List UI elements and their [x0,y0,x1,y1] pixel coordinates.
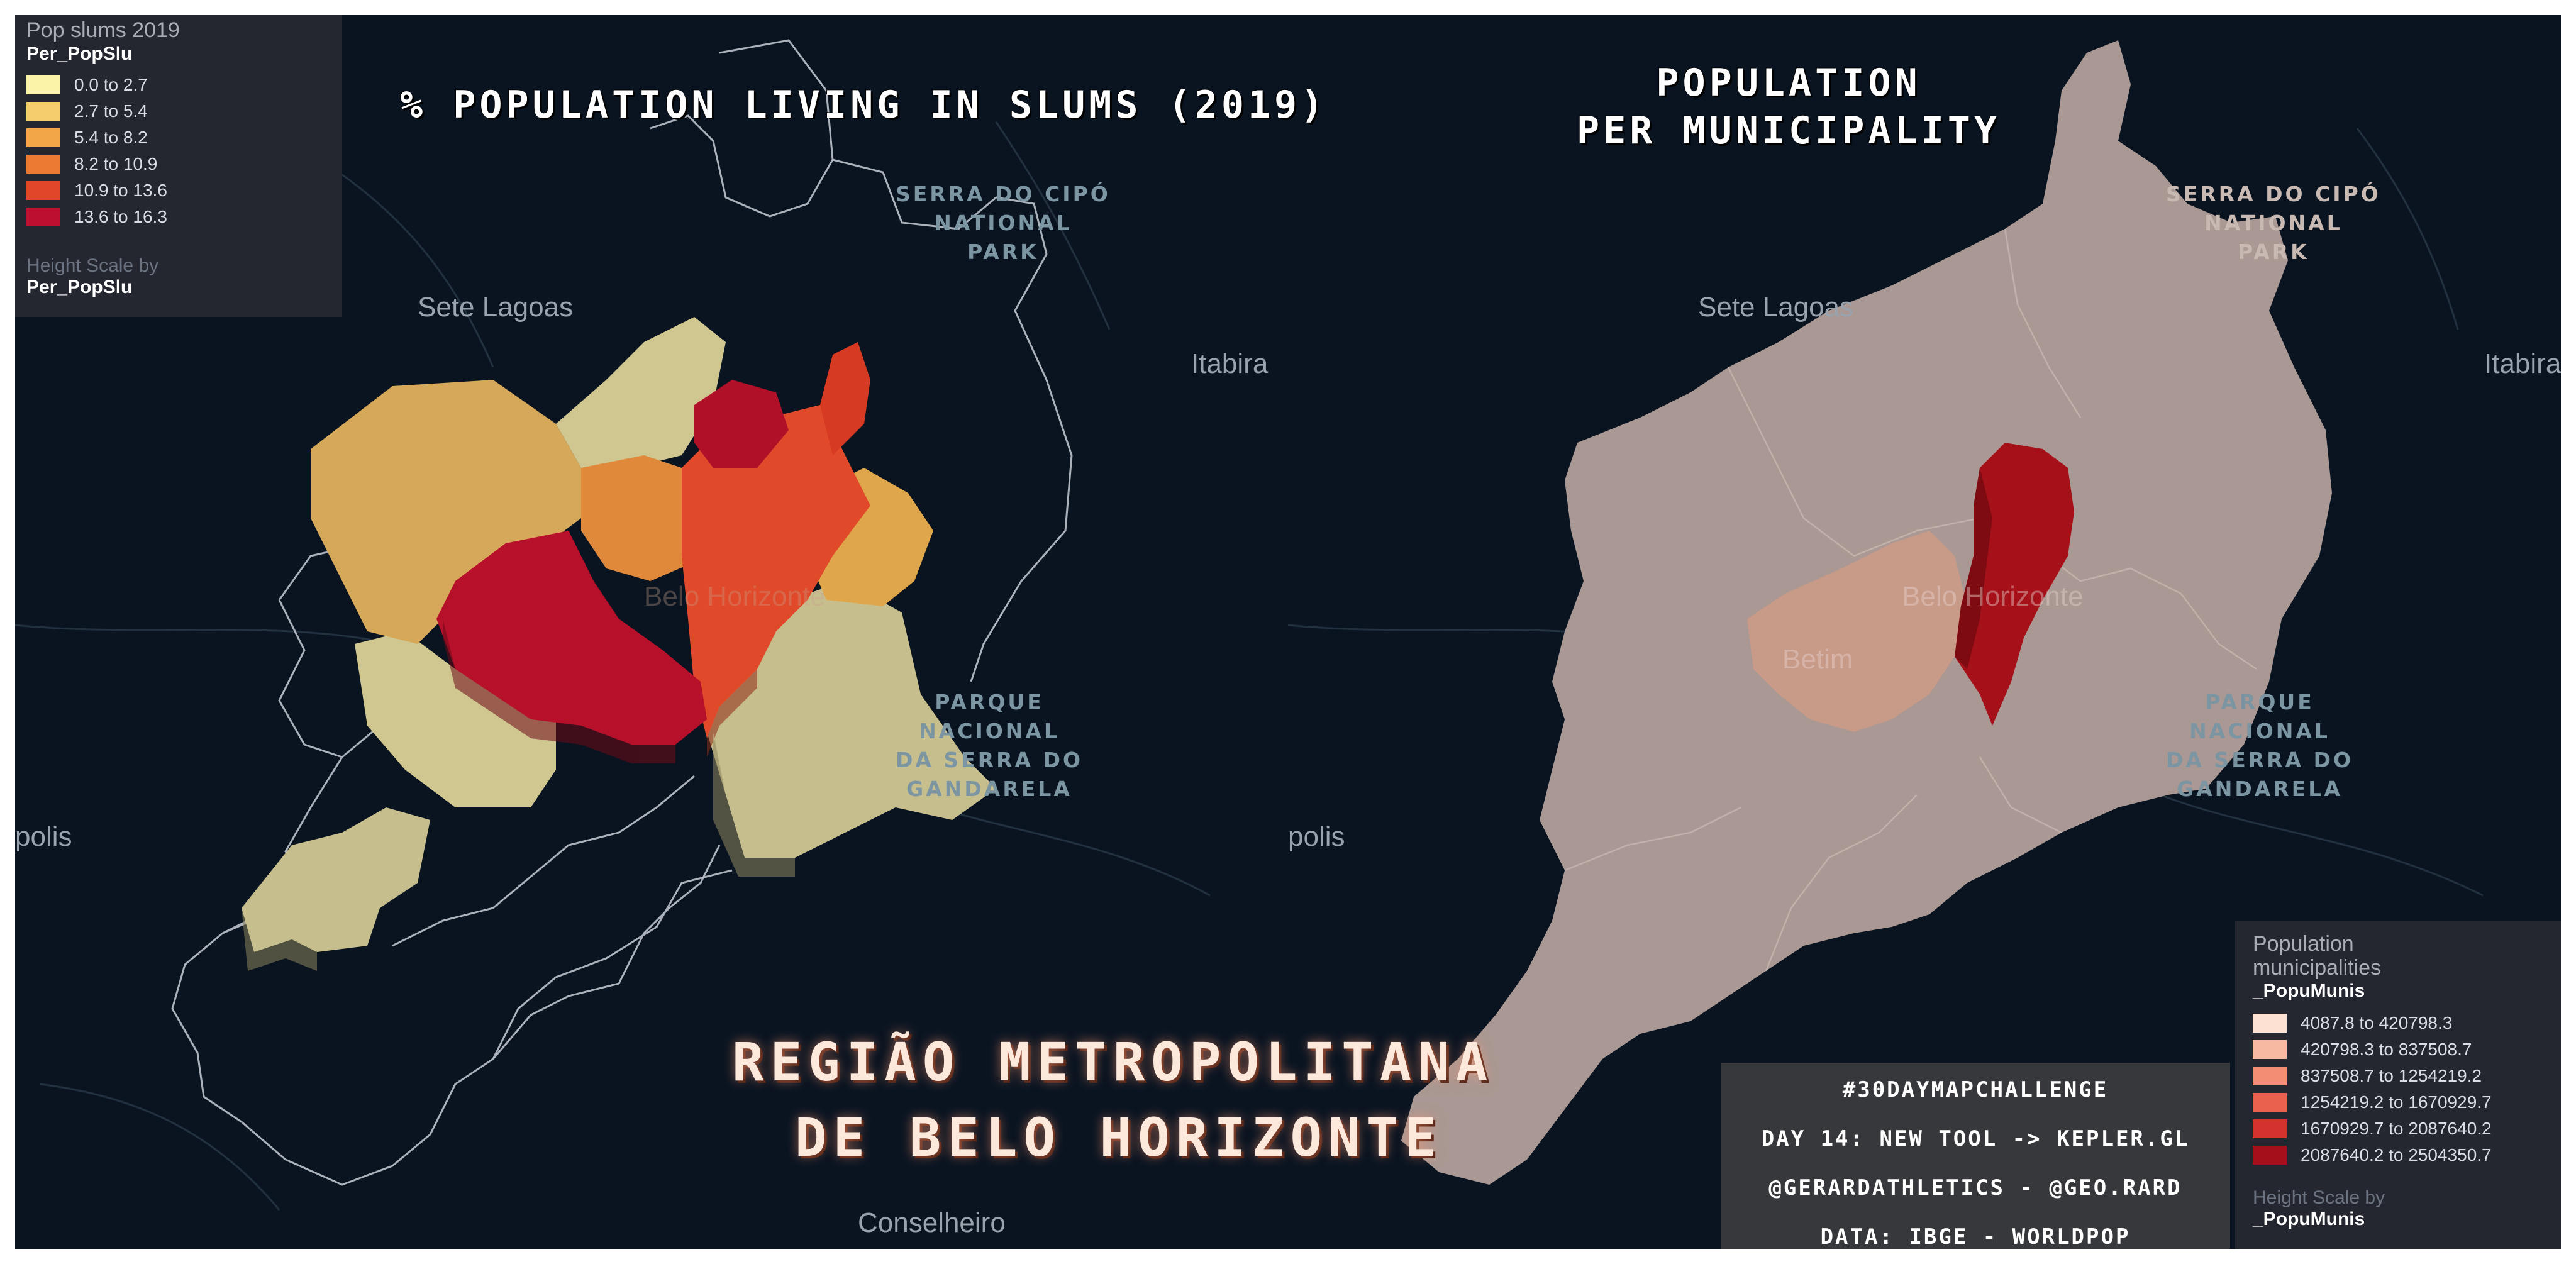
legend-item-swatch [26,75,60,94]
municipality-northwest[interactable] [311,380,581,644]
municipality-contagem[interactable] [436,531,707,745]
municipality-north-red[interactable] [694,380,789,468]
legend-item-right-label: 2087640.2 to 2504350.7 [2301,1145,2492,1165]
legend-item-row: 5.4 to 8.2 [26,125,331,151]
legend-item-right-label: 1254219.2 to 1670929.7 [2301,1092,2492,1112]
label-conselheiro-left: Conselheiro [858,1207,1006,1238]
main-title-line2: DE BELO HORIZONTE [795,1107,1443,1168]
label-gandarela-left: PARQUE NACIONAL DA SERRA DO GANDARELA [896,690,1084,801]
label-sete-lagoas-left: Sete Lagoas [418,292,574,323]
main-title: REGIÃO METROPOLITANA DE BELO HORIZONTE [732,1031,1494,1182]
credits-day: DAY 14: NEW TOOL -> KEPLER.GL [1761,1126,2190,1151]
main-title-line1: REGIÃO METROPOLITANA [732,1031,1494,1093]
municipality-contagem-pink[interactable] [1747,531,1967,732]
municipality-southeast[interactable] [707,581,996,858]
label-serra-cipo-right: SERRA DO CIPÓ NATIONAL PARK [2166,182,2381,264]
extrusion-edges [242,619,795,971]
label-serra-cipo-left: SERRA DO CIPÓ NATIONAL PARK [896,182,1111,264]
legend-item-right-label: 837508.7 to 1254219.2 [2301,1066,2482,1085]
legend-item-row: 10.9 to 13.6 [26,177,331,204]
legend-item-label: 13.6 to 16.3 [74,207,167,226]
label-betim-right: Betim [1782,644,1853,675]
legend-item-right-swatch [2253,1014,2287,1033]
legend-item-right-swatch [2253,1040,2287,1059]
map-canvas[interactable]: Sete Lagoas polis Conselheiro Itabira SE… [15,15,2561,1249]
bh-extrusion-edge [1955,468,1992,669]
municipality-belo-horizonte[interactable] [682,405,870,738]
label-belo-horizonte-right: Belo Horizonte [1902,581,2084,612]
legend-height-field: Per_PopSlu [26,277,133,297]
credits-box: #30DAYMAPCHALLENGE DAY 14: NEW TOOL -> K… [1721,1063,2230,1249]
legend-height-label-right: Height Scale by [2253,1187,2385,1208]
legend-item-right-label: 4087.8 to 420798.3 [2301,1013,2453,1033]
left-legend: Pop slums 2019 Per_PopSlu 0.0 to 2.7 2.7 … [15,15,342,317]
legend-field-right: _PopuMunis [2253,980,2365,1001]
label-polis-left: polis [15,821,72,852]
credits-handles: @GERARDATHLETICS - @GEO.RARD [1768,1175,2182,1200]
credits-hashtag: #30DAYMAPCHALLENGE [1842,1077,2109,1102]
legend-item-right-label: 420798.3 to 837508.7 [2301,1039,2472,1059]
right-map[interactable] [1288,15,2561,1249]
legend-item-right-row: 1670929.7 to 2087640.2 [2253,1116,2543,1142]
legend-item-swatch [26,155,60,174]
legend-item-right-row: 420798.3 to 837508.7 [2253,1036,2543,1063]
right-map-title-line2: PER MUNICIPALITY [1577,109,2001,153]
label-sete-lagoas-right: Sete Lagoas [1698,292,1854,323]
legend-item-right-swatch [2253,1067,2287,1085]
legend-items-right: 4087.8 to 420798.3 420798.3 to 837508.7 83… [2253,1010,2543,1168]
municipality-northeast-red[interactable] [820,342,870,455]
legend-item-right-swatch [2253,1119,2287,1138]
legend-item-label: 0.0 to 2.7 [74,75,148,94]
legend-item-right-swatch [2253,1093,2287,1112]
left-map-title: % POPULATION LIVING IN SLUMS (2019) [400,83,1328,127]
legend-item-row: 8.2 to 10.9 [26,151,331,177]
legend-field: Per_PopSlu [26,43,133,64]
legend-item-label: 10.9 to 13.6 [74,180,167,200]
legend-item-swatch [26,208,60,226]
legend-item-label: 2.7 to 5.4 [74,101,148,121]
legend-item-swatch [26,181,60,200]
slum-municipalities[interactable] [242,317,996,952]
legend-item-label: 5.4 to 8.2 [74,128,148,147]
left-map[interactable] [15,15,1303,1249]
legend-item-swatch [26,102,60,121]
legend-items: 0.0 to 2.7 2.7 to 5.4 5.4 to 8.2 8.2 to 10.… [26,72,331,230]
legend-item-right-swatch [2253,1146,2287,1165]
legend-layer-name-line2: municipalities [2253,956,2382,980]
legend-layer-name-line1: Population [2253,932,2354,956]
right-map-title: POPULATION PER MUNICIPALITY [1550,59,2028,155]
municipality-sw[interactable] [242,807,430,952]
legend-item-swatch [26,128,60,147]
legend-height-field-right: _PopuMunis [2253,1209,2365,1229]
legend-height-label: Height Scale by [26,255,159,276]
municipality-north[interactable] [556,317,726,468]
legend-layer-name: Pop slums 2019 [26,18,180,42]
legend-item-label: 8.2 to 10.9 [74,154,158,174]
label-polis-right: polis [1288,821,1345,852]
legend-item-right-row: 837508.7 to 1254219.2 [2253,1063,2543,1089]
legend-item-right-row: 4087.8 to 420798.3 [2253,1010,2543,1036]
credits-data-source: DATA: IBGE - WORLDPOP [1820,1224,2131,1249]
label-gandarela-right: PARQUE NACIONAL DA SERRA DO GANDARELA [2166,690,2354,801]
legend-item-right-row: 2087640.2 to 2504350.7 [2253,1142,2543,1168]
label-itabira-right: Itabira [2484,348,2561,379]
right-map-title-line1: POPULATION [1656,61,1921,105]
municipality-center-orange[interactable] [581,455,707,581]
legend-item-row: 13.6 to 16.3 [26,204,331,230]
legend-item-row: 2.7 to 5.4 [26,98,331,125]
right-legend: Population municipalities _PopuMunis 408… [2235,921,2561,1249]
label-itabira-left: Itabira [1191,348,1269,379]
legend-item-right-label: 1670929.7 to 2087640.2 [2301,1119,2492,1138]
label-belo-horizonte-left: Belo Horizonte [644,581,826,612]
legend-item-row: 0.0 to 2.7 [26,72,331,98]
legend-item-right-row: 1254219.2 to 1670929.7 [2253,1089,2543,1116]
